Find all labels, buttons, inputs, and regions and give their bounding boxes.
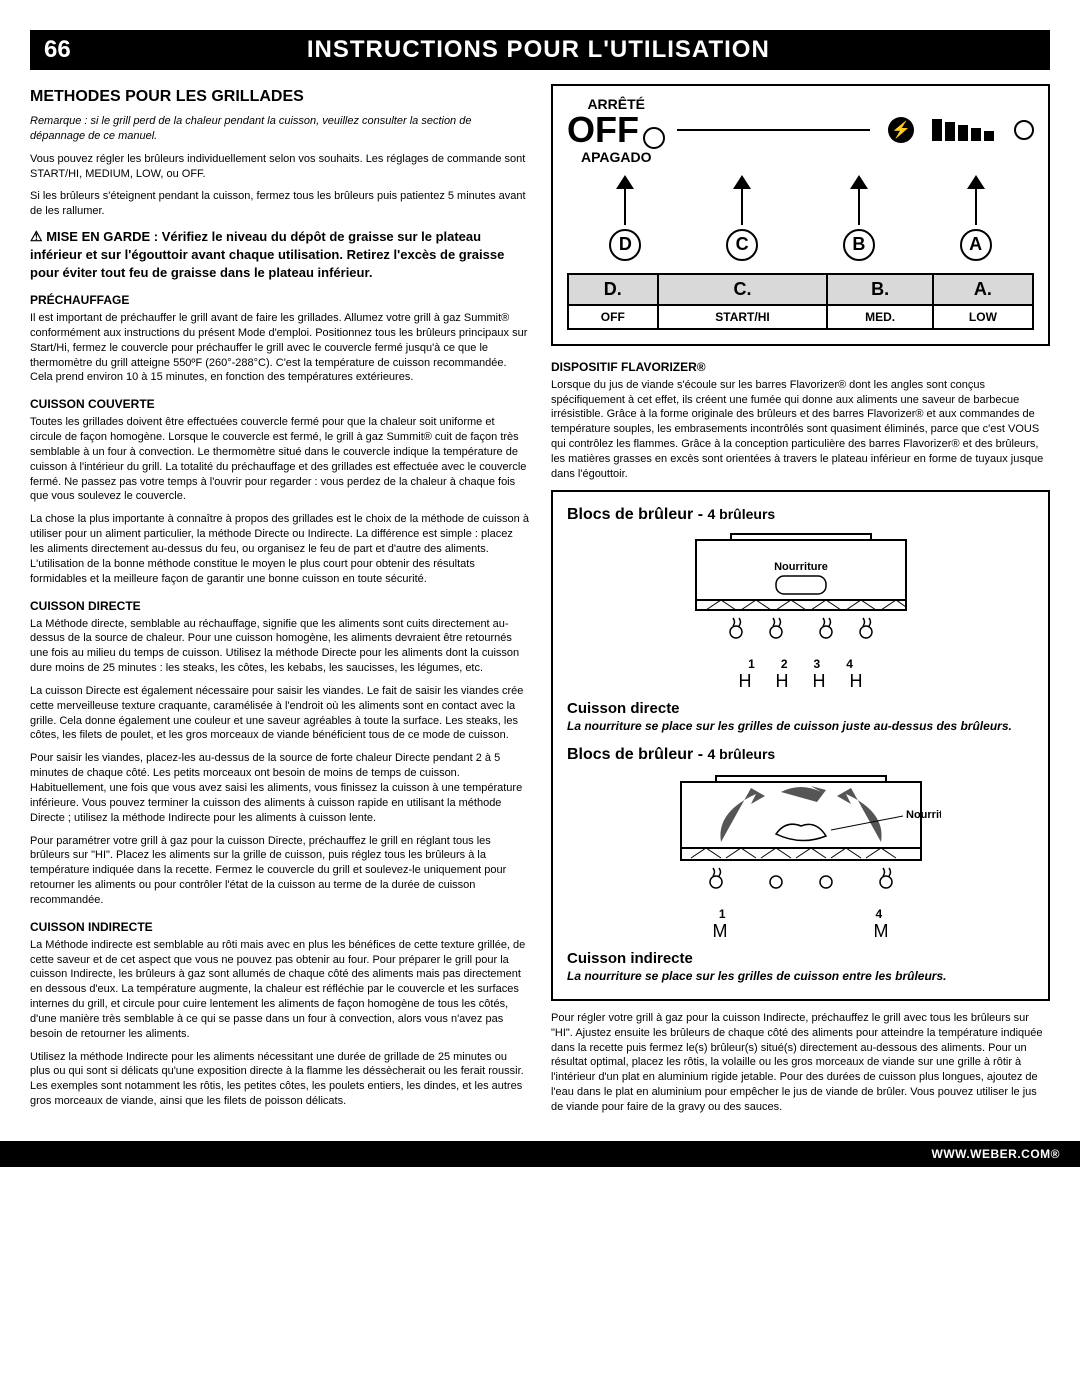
indirect-cooking-heading: CUISSON INDIRECTE [30, 920, 529, 934]
direct-subtitle: Cuisson directe [567, 700, 1034, 717]
direct-title-a: Blocs de brûleur - [567, 506, 703, 523]
ignition-spark-icon: ⚡ [888, 117, 914, 143]
direct-num-1: 1 [748, 657, 755, 671]
dial-setting-low: LOW [933, 305, 1033, 329]
covered-cooking-text: Toutes les grillades doivent être effect… [30, 415, 529, 504]
dial-arrows-row: D C B A [567, 175, 1034, 261]
burner-settings-text: Vous pouvez régler les brûleurs individu… [30, 152, 529, 182]
direct-burner-numbers: 1 2 3 4 [567, 657, 1034, 671]
dial-col-b: B. [827, 274, 932, 305]
direct-h-4: H [850, 671, 863, 692]
method-choice-text: La chose la plus importante à connaître … [30, 512, 529, 586]
indirect-m-4: M [874, 921, 889, 942]
dial-letter-b: B [843, 229, 875, 261]
indirect-title-a: Blocs de brûleur - [567, 746, 703, 763]
left-column: METHODES POUR LES GRILLADES Remarque : s… [30, 84, 529, 1123]
preheat-heading: PRÉCHAUFFAGE [30, 293, 529, 307]
direct-nourriture-label: Nourriture [774, 561, 828, 573]
direct-grill-svg: Nourriture [676, 532, 926, 652]
dial-col-c: C. [658, 274, 828, 305]
dial-arrow-b: B [843, 175, 875, 261]
indirect-num-1: 1 [719, 907, 726, 921]
direct-num-3: 3 [814, 657, 821, 671]
two-column-layout: METHODES POUR LES GRILLADES Remarque : s… [30, 84, 1050, 1123]
dial-setting-med: MED. [827, 305, 932, 329]
dial-connector-line [677, 129, 870, 131]
direct-h-2: H [776, 671, 789, 692]
dial-settings-table: D. C. B. A. OFF START/HI MED. LOW [567, 273, 1034, 330]
direct-num-4: 4 [846, 657, 853, 671]
header-bar: 66 INSTRUCTIONS POUR L'UTILISATION [30, 30, 1050, 70]
direct-h-3: H [813, 671, 826, 692]
direct-p3: Pour saisir les viandes, placez-les au-d… [30, 751, 529, 825]
footer-url: WWW.WEBER.COM® [932, 1147, 1061, 1161]
indirect-p2: Utilisez la méthode Indirecte pour les a… [30, 1050, 529, 1109]
indirect-burner-letters: M M [567, 921, 1034, 942]
indirect-grill-illustration: Nourriture [567, 772, 1034, 942]
indirect-block-title: Blocs de brûleur - 4 brûleurs [567, 746, 1034, 764]
dial-letter-d: D [609, 229, 641, 261]
direct-p4: Pour paramétrer votre grill à gaz pour l… [30, 834, 529, 908]
remark-note: Remarque : si le grill perd de la chaleu… [30, 114, 529, 144]
indirect-burner-numbers: 1 4 [567, 907, 1034, 921]
indirect-p1: La Méthode indirecte est semblable au rô… [30, 938, 529, 1042]
direct-num-2: 2 [781, 657, 788, 671]
indirect-setup-text: Pour régler votre grill à gaz pour la cu… [551, 1011, 1050, 1115]
dial-setting-starthi: START/HI [658, 305, 828, 329]
page-root: 66 INSTRUCTIONS POUR L'UTILISATION METHO… [0, 0, 1080, 1123]
grease-warning: ⚠ MISE EN GARDE : Vérifiez le niveau du … [30, 227, 529, 281]
dial-arrow-c: C [726, 175, 758, 261]
indirect-m-1: M [713, 921, 728, 942]
direct-note: La nourriture se place sur les grilles d… [567, 719, 1034, 735]
heat-level-bars-icon [932, 119, 994, 141]
indirect-num-4: 4 [876, 907, 883, 921]
direct-burner-letters: H H H H [567, 671, 1034, 692]
direct-p1: La Méthode directe, semblable au réchauf… [30, 617, 529, 676]
indirect-note: La nourriture se place sur les grilles d… [567, 969, 1034, 985]
cooking-diagram-box: Blocs de brûleur - 4 brûleurs Nourriture [551, 490, 1050, 1001]
flavorizer-text: Lorsque du jus de viande s'écoule sur le… [551, 378, 1050, 482]
indirect-nourriture-label: Nourriture [906, 809, 941, 821]
direct-block-title: Blocs de brûleur - 4 brûleurs [567, 506, 1034, 524]
header-title: INSTRUCTIONS POUR L'UTILISATION [101, 36, 976, 64]
direct-grill-illustration: Nourriture [567, 532, 1034, 692]
page-number: 66 [44, 36, 71, 64]
dial-off-circle-icon [643, 127, 665, 149]
burner-off-text: Si les brûleurs s'éteignent pendant la c… [30, 189, 529, 219]
direct-h-1: H [739, 671, 752, 692]
preheat-text: Il est important de préchauffer le grill… [30, 311, 529, 385]
indirect-title-b: 4 brûleurs [707, 746, 775, 762]
covered-cooking-heading: CUISSON COUVERTE [30, 397, 529, 411]
direct-p2: La cuisson Directe est également nécessa… [30, 684, 529, 743]
direct-title-b: 4 brûleurs [707, 506, 775, 522]
indirect-grill-svg: Nourriture [661, 772, 941, 902]
dial-letter-c: C [726, 229, 758, 261]
dial-arrow-d: D [609, 175, 641, 261]
footer-bar: WWW.WEBER.COM® [0, 1141, 1080, 1167]
dial-arrow-a: A [960, 175, 992, 261]
flavorizer-heading: DISPOSITIF FLAVORIZER® [551, 360, 1050, 374]
burner-dial-diagram: ARRÊTÉ OFF APAGADO ⚡ [551, 84, 1050, 346]
direct-cooking-heading: CUISSON DIRECTE [30, 599, 529, 613]
grilling-methods-heading: METHODES POUR LES GRILLADES [30, 88, 529, 106]
dial-letter-a: A [960, 229, 992, 261]
indirect-subtitle: Cuisson indirecte [567, 950, 1034, 967]
dial-setting-off: OFF [568, 305, 658, 329]
dial-apagado: APAGADO [567, 149, 665, 165]
dial-col-d: D. [568, 274, 658, 305]
dial-col-a: A. [933, 274, 1033, 305]
dial-low-indicator-icon [1014, 120, 1034, 140]
warning-triangle-icon: ⚠ [30, 228, 43, 244]
dial-off: OFF [567, 109, 639, 150]
warning-text: MISE EN GARDE : Vérifiez le niveau du dé… [30, 229, 504, 279]
right-column: ARRÊTÉ OFF APAGADO ⚡ [551, 84, 1050, 1123]
